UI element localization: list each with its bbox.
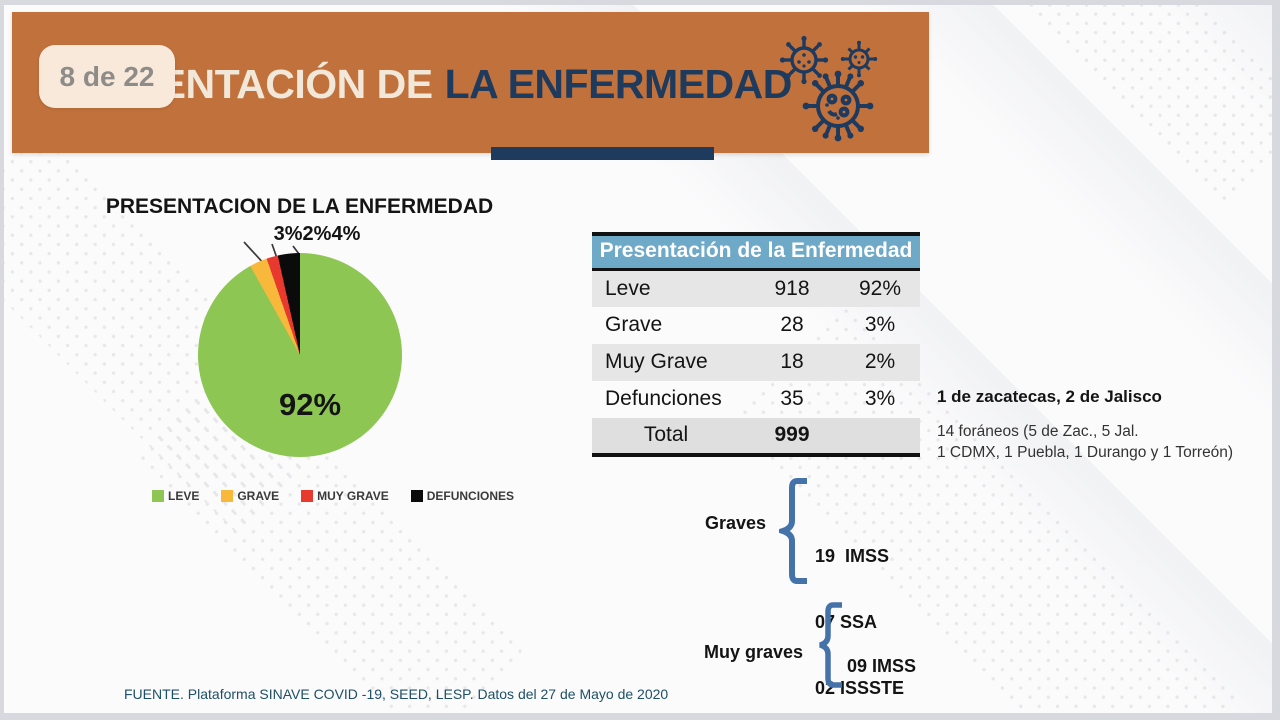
legend-swatch [301,490,314,502]
graves-item: 19 IMSS [815,546,890,566]
legend-label: GRAVE [237,489,280,503]
origin-notes-line: 1 CDMX, 1 Puebla, 1 Durango y 1 Torreón) [937,444,1234,461]
legend-label: LEVE [168,489,200,503]
chart-legend: LEVE GRAVE MUY GRAVE DEFUNCIONES [152,489,514,503]
muy-graves-bracket [819,602,842,688]
muy-graves-item: 09 IMSS [847,656,917,676]
table-row: Muy Grave 18 2% [592,343,920,381]
virus-icon [840,40,878,78]
legend-swatch [410,490,423,502]
muy-graves-label: Muy graves [704,642,804,662]
presentation-slide: 8 de 22 PRESENTACIÓN DE LA ENFERMEDAD [4,5,1272,713]
table-header-row: Presentación de la Enfermedad [592,234,920,271]
origin-notes: 1 de zacatecas, 2 de Jalisco 14 foráneos… [937,387,1272,463]
slide-title-bold: LA ENFERMEDAD [444,61,793,107]
pie-main-percent: 92% [278,387,342,422]
legend-item: DEFUNCIONES [410,489,515,503]
title-underline-bar [491,147,714,160]
pie-chart [198,253,402,457]
page-number-text: 8 de 22 [59,60,155,92]
page-number-badge: 8 de 22 [39,45,175,108]
table-row: Grave 28 3% [605,313,896,336]
graves-items: 19 IMSS 07 SSA 02 ISSSTE [815,501,904,713]
graves-label: Graves [705,513,767,533]
legend-item: GRAVE [221,489,279,503]
table-row: Leve 918 92% [592,269,920,307]
pie-slice-labels: 3%2%4% [273,223,361,245]
origin-notes-bold: 1 de zacatecas, 2 de Jalisco [937,387,1162,406]
source-note: FUENTE. Plataforma SINAVE COVID -19, SEE… [124,686,669,702]
legend-item: LEVE [152,489,199,503]
legend-swatch [152,490,164,502]
table-total-row: Total 999 [592,417,920,455]
virus-icon [802,70,874,142]
table-row: Defunciones 35 3% [605,387,896,410]
legend-label: DEFUNCIONES [426,489,515,503]
table-header: Presentación de la Enfermedad [592,234,920,271]
origin-notes-line: 14 foráneos (5 de Zac., 5 Jal. [937,423,1139,440]
bg-dot-pattern [921,5,1272,208]
legend-item: MUY GRAVE [301,489,389,503]
disease-presentation-table: Presentación de la Enfermedad Leve 918 9… [592,232,920,457]
legend-label: MUY GRAVE [317,489,389,503]
legend-swatch [221,490,234,502]
chart-title: PRESENTACION DE LA ENFERMEDAD [105,195,494,218]
virus-icon [779,35,829,85]
graves-bracket [779,478,807,584]
